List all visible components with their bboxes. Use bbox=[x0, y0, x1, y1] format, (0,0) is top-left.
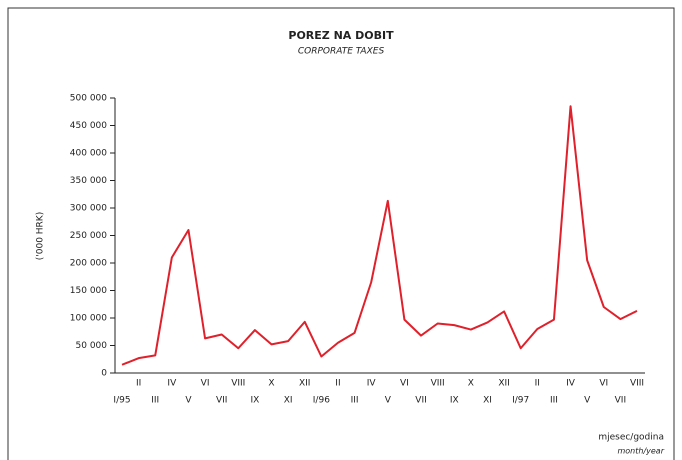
chart-title: POREZ NA DOBIT bbox=[288, 29, 394, 42]
x-tick-label: XII bbox=[498, 379, 509, 389]
x-tick-label: II bbox=[335, 379, 340, 389]
x-tick-label: VI bbox=[599, 379, 608, 389]
x-tick-label: II bbox=[136, 379, 141, 389]
x-tick-label: VI bbox=[400, 379, 409, 389]
x-tick-label: IX bbox=[450, 396, 459, 406]
y-tick-label: 50 000 bbox=[76, 341, 108, 351]
x-tick-label: II bbox=[535, 379, 540, 389]
y-tick-label: 100 000 bbox=[70, 314, 107, 324]
x-axis-label-sub: month/year bbox=[617, 447, 664, 456]
x-tick-label: I/97 bbox=[512, 396, 529, 406]
y-axis-label: ('000 HRK) bbox=[36, 212, 46, 260]
chart-subtitle: CORPORATE TAXES bbox=[298, 47, 385, 57]
x-tick-label: VIII bbox=[630, 379, 644, 389]
x-tick-label: VIII bbox=[231, 379, 245, 389]
x-tick-label: IV bbox=[566, 379, 576, 389]
y-tick-label: 150 000 bbox=[70, 286, 107, 296]
x-tick-label: VIII bbox=[431, 379, 445, 389]
x-tick-label: XI bbox=[284, 396, 293, 406]
x-tick-label: VII bbox=[216, 396, 227, 406]
x-tick-label: V bbox=[385, 396, 392, 406]
x-tick-label: IV bbox=[167, 379, 177, 389]
x-tick-label: V bbox=[584, 396, 591, 406]
x-tick-label: X bbox=[268, 379, 274, 389]
y-tick-label: 250 000 bbox=[70, 231, 107, 241]
x-tick-label: VI bbox=[201, 379, 210, 389]
x-tick-label: XII bbox=[299, 379, 310, 389]
x-tick-label: VII bbox=[615, 396, 626, 406]
y-tick-label: 300 000 bbox=[70, 204, 107, 214]
x-tick-label: I/96 bbox=[313, 396, 330, 406]
x-axis-label: mjesec/godina bbox=[598, 433, 664, 443]
y-tick-label: 350 000 bbox=[70, 176, 107, 186]
y-tick-label: 500 000 bbox=[70, 94, 107, 104]
y-tick-label: 200 000 bbox=[70, 259, 107, 269]
x-tick-label: III bbox=[351, 396, 359, 406]
frame bbox=[7, 7, 675, 460]
x-tick-label: XI bbox=[483, 396, 492, 406]
x-tick-label: IV bbox=[367, 379, 377, 389]
y-tick-label: 450 000 bbox=[70, 121, 107, 131]
x-tick-label: III bbox=[151, 396, 159, 406]
y-tick-label: 0 bbox=[101, 369, 107, 379]
x-tick-label: I/95 bbox=[113, 396, 130, 406]
x-tick-label: X bbox=[468, 379, 474, 389]
line-series bbox=[121, 105, 638, 366]
x-tick-label: V bbox=[185, 396, 192, 406]
x-tick-label: VII bbox=[415, 396, 426, 406]
y-tick-label: 400 000 bbox=[70, 149, 107, 159]
x-tick-label: IX bbox=[250, 396, 259, 406]
x-tick-label: III bbox=[550, 396, 558, 406]
